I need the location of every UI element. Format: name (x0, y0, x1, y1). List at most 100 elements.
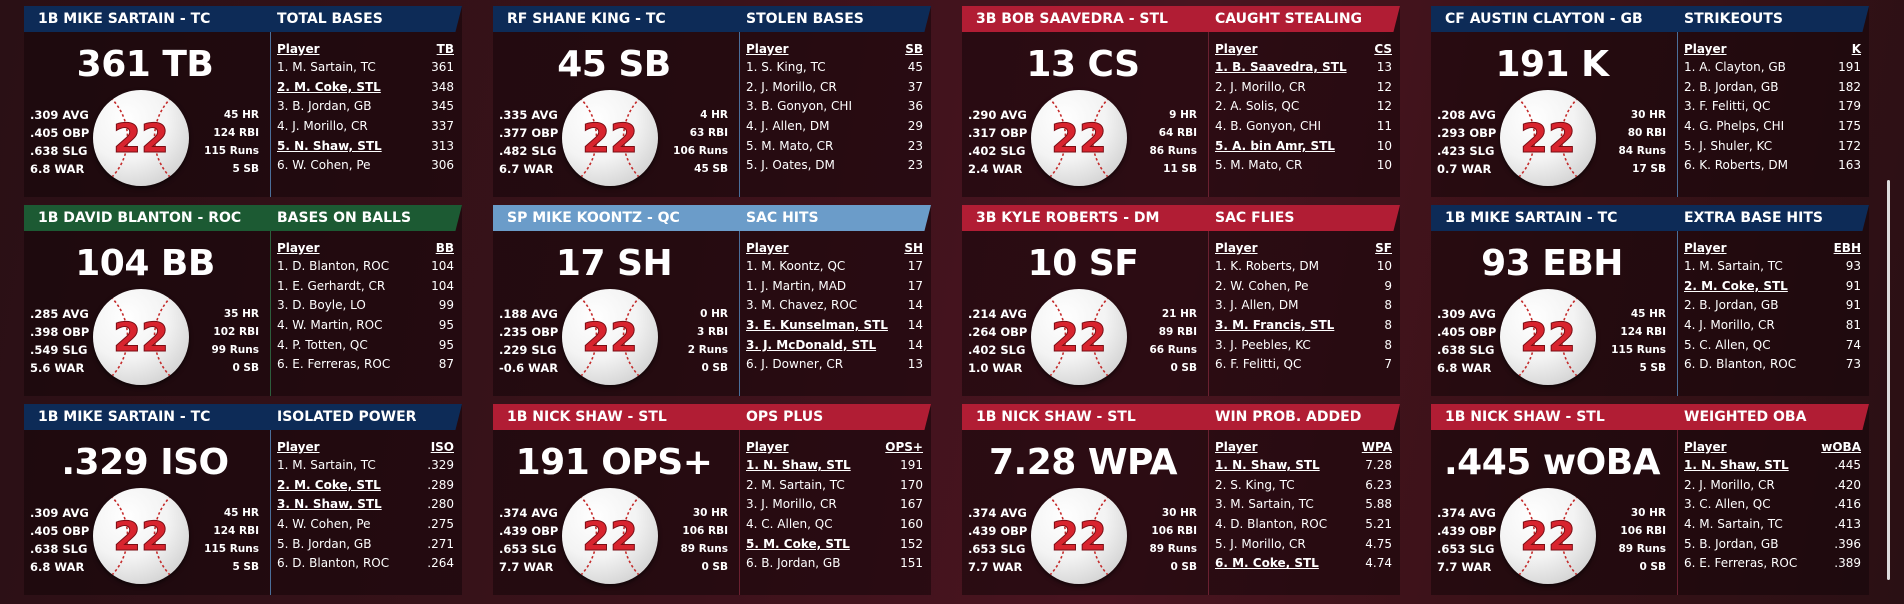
table-row[interactable]: 5. C. Allen, QC 74 (1684, 336, 1861, 356)
table-row[interactable]: 4. W. Martin, ROC 95 (277, 316, 454, 336)
table-row[interactable]: 5. N. Shaw, STL 313 (277, 137, 454, 157)
row-player[interactable]: 3. B. Jordan, GB (277, 99, 372, 114)
row-player[interactable]: 1. B. Saavedra, STL (1215, 60, 1347, 74)
col-player-header[interactable]: Player (1215, 42, 1258, 56)
col-stat-header[interactable]: wOBA (1821, 440, 1861, 454)
row-player[interactable]: 1. N. Shaw, STL (1684, 458, 1789, 472)
table-row[interactable]: 2. S. King, TC 6.23 (1215, 476, 1392, 496)
table-row[interactable]: 2. M. Coke, STL 91 (1684, 277, 1861, 297)
leader-card[interactable]: SP MIKE KOONTZ - QC SAC HITS 17 SH 22 .1… (493, 205, 931, 396)
row-player[interactable]: 1. N. Shaw, STL (1215, 458, 1320, 472)
table-row[interactable]: 6. F. Felitti, QC 7 (1215, 355, 1392, 375)
leader-card[interactable]: 1B NICK SHAW - STL WEIGHTED OBA .445 wOB… (1431, 404, 1869, 595)
row-player[interactable]: 6. M. Coke, STL (1215, 556, 1319, 571)
col-stat-header[interactable]: SH (904, 241, 923, 255)
row-player[interactable]: 1. J. Martin, MAD (746, 278, 847, 293)
row-player[interactable]: 2. M. Coke, STL (277, 79, 381, 94)
table-row[interactable]: 2. M. Coke, STL 348 (277, 78, 454, 98)
table-row[interactable]: 4. J. Morillo, CR 81 (1684, 316, 1861, 336)
col-stat-header[interactable]: SF (1375, 241, 1392, 255)
leader-card[interactable]: 1B DAVID BLANTON - ROC BASES ON BALLS 10… (24, 205, 462, 396)
col-player-header[interactable]: Player (746, 440, 789, 454)
row-player[interactable]: 3. B. Gonyon, CHI (746, 99, 852, 114)
row-player[interactable]: 6. B. Jordan, GB (746, 556, 841, 571)
row-player[interactable]: 3. J. Allen, DM (1215, 298, 1299, 313)
table-row[interactable]: 2. J. Morillo, CR 37 (746, 78, 923, 98)
col-player-header[interactable]: Player (277, 440, 320, 454)
row-player[interactable]: 3. C. Allen, QC (1684, 497, 1771, 512)
table-row[interactable]: 3. M. Chavez, ROC 14 (746, 296, 923, 316)
col-stat-header[interactable]: K (1851, 42, 1861, 56)
table-row[interactable]: 4. J. Morillo, CR 337 (277, 117, 454, 137)
table-row[interactable]: 2. B. Jordan, GB 182 (1684, 78, 1861, 98)
table-row[interactable]: 5. J. Shuler, KC 172 (1684, 137, 1861, 157)
table-row[interactable]: 3. C. Allen, QC .416 (1684, 495, 1861, 515)
table-row[interactable]: 1. D. Blanton, ROC 104 (277, 257, 454, 277)
row-player[interactable]: 1. E. Gerhardt, CR (277, 278, 386, 293)
table-row[interactable]: 5. M. Coke, STL 152 (746, 535, 923, 555)
col-stat-header[interactable]: CS (1374, 42, 1392, 56)
table-row[interactable]: 1. N. Shaw, STL 7.28 (1215, 456, 1392, 476)
row-player[interactable]: 1. M. Koontz, QC (746, 259, 846, 273)
row-player[interactable]: 1. M. Sartain, TC (277, 60, 376, 74)
col-player-header[interactable]: Player (1215, 440, 1258, 454)
leader-card[interactable]: 1B MIKE SARTAIN - TC EXTRA BASE HITS 93 … (1431, 205, 1869, 396)
row-player[interactable]: 2. J. Morillo, CR (1684, 477, 1775, 492)
row-player[interactable]: 1. N. Shaw, STL (746, 458, 851, 472)
row-player[interactable]: 5. N. Shaw, STL (277, 138, 382, 153)
table-row[interactable]: 3. B. Gonyon, CHI 36 (746, 97, 923, 117)
col-stat-header[interactable]: WPA (1361, 440, 1392, 454)
table-row[interactable]: 1. M. Sartain, TC 93 (1684, 257, 1861, 277)
row-player[interactable]: 2. W. Cohen, Pe (1215, 278, 1309, 293)
table-row[interactable]: 4. D. Blanton, ROC 5.21 (1215, 515, 1392, 535)
table-row[interactable]: 2. J. Morillo, CR .420 (1684, 476, 1861, 496)
table-row[interactable]: 6. B. Jordan, GB 151 (746, 554, 923, 574)
row-player[interactable]: 6. W. Cohen, Pe (277, 158, 371, 173)
row-player[interactable]: 6. D. Blanton, ROC (1684, 357, 1797, 372)
table-row[interactable]: 3. M. Sartain, TC 5.88 (1215, 495, 1392, 515)
table-row[interactable]: 2. J. Morillo, CR 12 (1215, 78, 1392, 98)
row-player[interactable]: 2. J. Morillo, CR (1215, 79, 1306, 94)
table-row[interactable]: 2. B. Jordan, GB 91 (1684, 296, 1861, 316)
table-row[interactable]: 5. M. Mato, CR 10 (1215, 156, 1392, 176)
table-row[interactable]: 3. F. Felitti, QC 179 (1684, 97, 1861, 117)
col-stat-header[interactable]: TB (436, 42, 454, 56)
row-player[interactable]: 3. E. Kunselman, STL (746, 318, 888, 333)
table-row[interactable]: 4. W. Cohen, Pe .275 (277, 515, 454, 535)
table-row[interactable]: 1. A. Clayton, GB 191 (1684, 58, 1861, 78)
table-row[interactable]: 3. J. McDonald, STL 14 (746, 336, 923, 356)
row-player[interactable]: 5. J. Oates, DM (746, 158, 835, 173)
row-player[interactable]: 2. M. Sartain, TC (746, 477, 845, 492)
col-stat-header[interactable]: OPS+ (885, 440, 923, 454)
row-player[interactable]: 6. E. Ferreras, ROC (1684, 556, 1798, 571)
row-player[interactable]: 6. J. Downer, CR (746, 357, 844, 372)
col-player-header[interactable]: Player (1684, 42, 1727, 56)
table-row[interactable]: 6. J. Downer, CR 13 (746, 355, 923, 375)
table-row[interactable]: 3. E. Kunselman, STL 14 (746, 316, 923, 336)
leader-card[interactable]: 1B MIKE SARTAIN - TC ISOLATED POWER .329… (24, 404, 462, 595)
table-row[interactable]: 1. S. King, TC 45 (746, 58, 923, 78)
table-row[interactable]: 6. M. Coke, STL 4.74 (1215, 554, 1392, 574)
row-player[interactable]: 4. G. Phelps, CHI (1684, 119, 1785, 134)
table-row[interactable]: 3. M. Francis, STL 8 (1215, 316, 1392, 336)
row-player[interactable]: 3. M. Sartain, TC (1215, 497, 1314, 512)
table-row[interactable]: 6. D. Blanton, ROC 73 (1684, 355, 1861, 375)
leader-card[interactable]: 3B BOB SAAVEDRA - STL CAUGHT STEALING 13… (962, 6, 1400, 197)
row-player[interactable]: 2. A. Solis, QC (1215, 99, 1300, 114)
row-player[interactable]: 3. N. Shaw, STL (277, 497, 382, 512)
table-row[interactable]: 5. B. Jordan, GB .396 (1684, 535, 1861, 555)
row-player[interactable]: 2. S. King, TC (1215, 477, 1295, 492)
row-player[interactable]: 5. M. Mato, CR (1215, 158, 1303, 173)
table-row[interactable]: 3. J. Allen, DM 8 (1215, 296, 1392, 316)
col-stat-header[interactable]: SB (905, 42, 923, 56)
table-row[interactable]: 1. J. Martin, MAD 17 (746, 277, 923, 297)
row-player[interactable]: 3. M. Chavez, ROC (746, 298, 858, 313)
table-row[interactable]: 6. W. Cohen, Pe 306 (277, 156, 454, 176)
row-player[interactable]: 5. B. Jordan, GB (1684, 536, 1779, 551)
row-player[interactable]: 4. J. Allen, DM (746, 119, 830, 134)
row-player[interactable]: 5. M. Mato, CR (746, 138, 834, 153)
row-player[interactable]: 5. B. Jordan, GB (277, 536, 372, 551)
row-player[interactable]: 4. W. Martin, ROC (277, 318, 383, 333)
table-row[interactable]: 4. G. Phelps, CHI 175 (1684, 117, 1861, 137)
row-player[interactable]: 2. M. Coke, STL (1684, 278, 1788, 293)
